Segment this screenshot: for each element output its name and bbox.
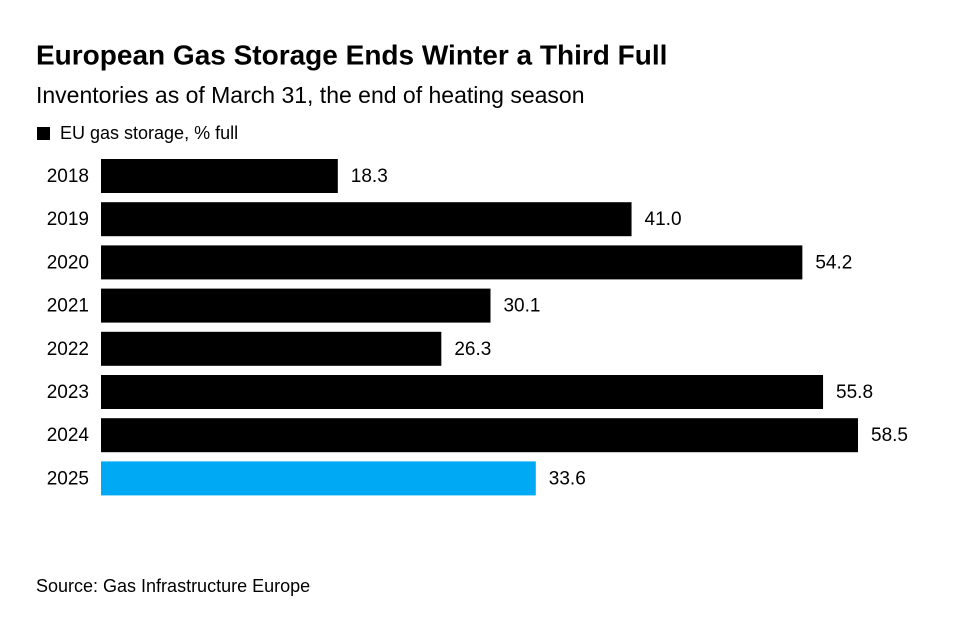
value-label: 26.3 [454,339,491,360]
bar [101,202,632,237]
y-tick-label: 2021 [47,296,89,317]
value-label: 58.5 [871,425,908,446]
bar [101,245,803,280]
y-tick-label: 2023 [47,382,89,403]
bar [101,288,491,323]
value-label: 30.1 [503,296,540,317]
y-tick-label: 2024 [47,425,90,446]
source: Source: Gas Infrastructure Europe [36,576,310,596]
bar [101,375,824,409]
value-label: 54.2 [815,252,852,273]
y-tick-label: 2019 [47,209,89,230]
legend-label: EU gas storage, % full [60,123,238,143]
y-tick-label: 2020 [47,252,89,273]
chart-title: European Gas Storage Ends Winter a Third… [36,39,667,70]
y-tick-label: 2022 [47,339,89,360]
bar [101,159,338,193]
value-label: 33.6 [549,468,586,489]
value-label: 18.3 [351,166,388,187]
bar [101,418,858,453]
value-label: 41.0 [645,209,682,230]
bar [101,461,536,496]
y-tick-label: 2025 [47,468,89,489]
bar [101,331,442,366]
y-tick-label: 2018 [47,166,89,187]
value-label: 55.8 [836,382,873,403]
chart-subtitle: Inventories as of March 31, the end of h… [36,82,585,108]
legend-swatch [37,127,50,140]
